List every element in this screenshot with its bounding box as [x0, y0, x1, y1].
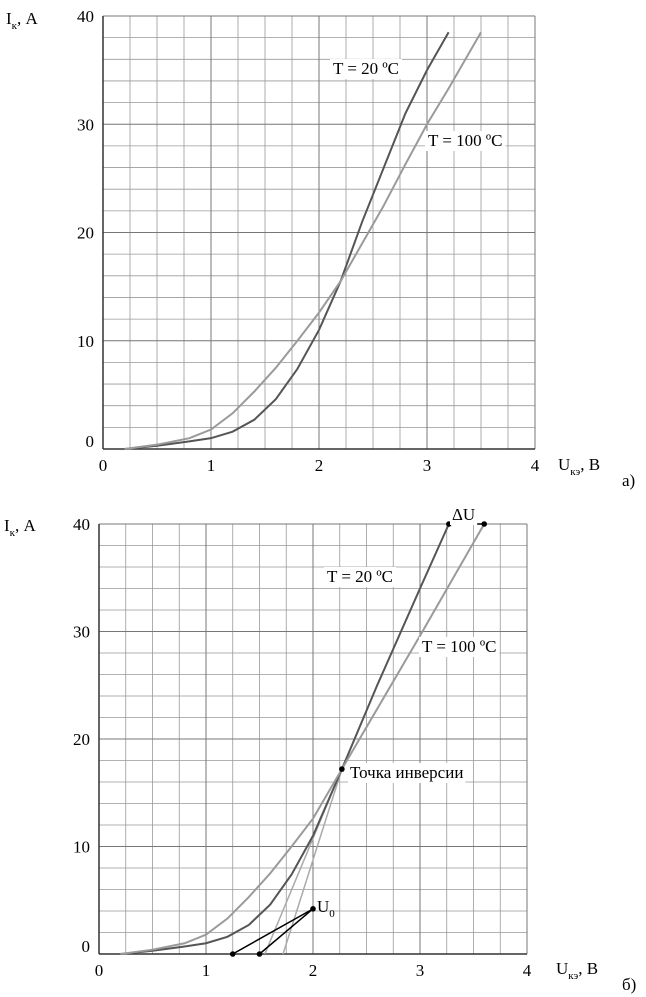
y-axis-label-sub: к: [10, 527, 16, 539]
y-axis-label-main: I: [4, 516, 10, 535]
x-axis-label-main: U: [558, 455, 570, 474]
y-tick-label: 40: [73, 515, 90, 534]
series-label: T = 20 ºC: [327, 567, 393, 586]
label-bg: [450, 505, 478, 525]
series-label: T = 100 ºC: [428, 131, 503, 150]
series-line: [120, 523, 450, 955]
y-tick-label: 0: [86, 432, 95, 451]
annotation: ΔU: [452, 505, 475, 524]
point: [310, 906, 316, 912]
panel-label: а): [622, 471, 635, 490]
y-axis-label-unit: , А: [15, 516, 37, 535]
series-line: [124, 31, 450, 450]
label-bg: [348, 763, 466, 783]
y-tick-label: 20: [77, 224, 94, 243]
y-tick-label: 10: [77, 332, 94, 351]
x-axis-label-unit: , В: [578, 959, 598, 978]
x-tick-label: 4: [523, 961, 532, 980]
series-line: [120, 523, 486, 955]
y-axis-label: Iк, А: [6, 9, 39, 32]
series-label: T = 20 ºC: [333, 59, 399, 78]
series-label: T = 100 ºC: [422, 637, 497, 656]
x-tick-label: 3: [423, 456, 432, 475]
label-bg: [330, 59, 403, 79]
point: [229, 951, 236, 957]
y-tick-label: 20: [73, 730, 90, 749]
x-tick-label: 4: [531, 456, 540, 475]
label-bg: [324, 567, 397, 587]
y-axis-label-main: I: [6, 9, 12, 28]
point: [481, 521, 488, 527]
y-tick-label: 30: [77, 115, 94, 134]
u0-label-sub: 0: [329, 908, 335, 920]
x-axis-label-unit: , В: [580, 455, 600, 474]
guide-line: [259, 908, 314, 955]
x-tick-label: 2: [309, 961, 318, 980]
x-axis-label-main: U: [556, 959, 568, 978]
series-line: [124, 31, 482, 450]
x-axis-label: Uкэ, В: [558, 455, 600, 478]
x-axis-label-sub: кэ: [568, 970, 578, 982]
y-tick-label: 0: [82, 937, 91, 956]
y-axis-label: Iк, А: [4, 516, 37, 539]
guide-line: [282, 768, 343, 955]
u0-label: U0: [317, 897, 335, 920]
u0-label-main: U: [317, 897, 329, 916]
label-bg: [425, 131, 506, 151]
x-tick-label: 0: [95, 961, 104, 980]
y-tick-label: 10: [73, 838, 90, 857]
panel-label: б): [622, 975, 636, 994]
y-axis-label-unit: , А: [17, 9, 39, 28]
x-axis-label: Uкэ, В: [556, 959, 598, 982]
annotation: Точка инверсии: [350, 763, 463, 782]
y-axis-label-sub: к: [12, 20, 18, 32]
y-tick-label: 30: [73, 623, 90, 642]
point: [256, 951, 263, 957]
x-tick-label: 3: [416, 961, 425, 980]
x-tick-label: 0: [99, 456, 108, 475]
y-tick-label: 40: [77, 7, 94, 26]
label-bg: [419, 637, 500, 657]
x-tick-label: 2: [315, 456, 324, 475]
guide-line: [232, 908, 314, 955]
x-tick-label: 1: [207, 456, 216, 475]
point: [339, 766, 345, 772]
x-axis-label-sub: кэ: [570, 466, 580, 478]
x-tick-label: 1: [202, 961, 211, 980]
